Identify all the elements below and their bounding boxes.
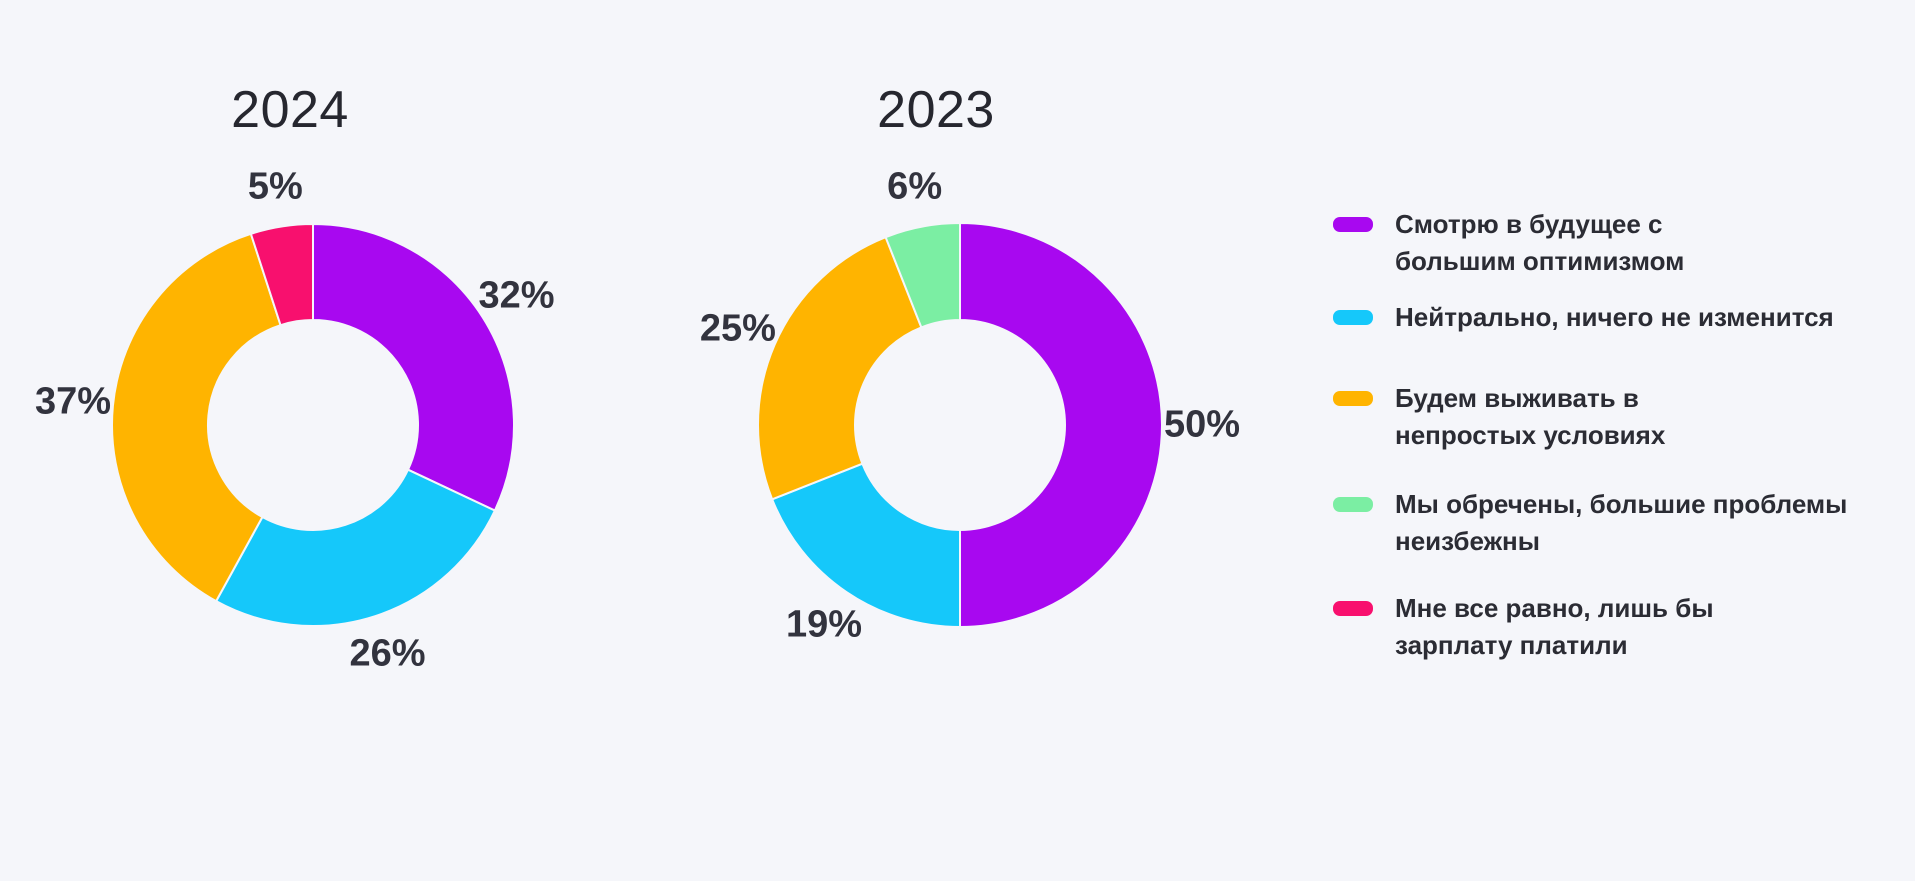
legend-color-swatch: [1333, 601, 1373, 616]
legend-item-label: Мне все равно, лишь бы зарплату платили: [1395, 593, 1714, 660]
value-label: 50%: [1163, 403, 1241, 446]
value-label: 26%: [349, 632, 426, 675]
pie-slice: [215, 468, 496, 627]
legend-item: Нейтрально, ничего не изменится: [1333, 299, 1834, 336]
legend-item-label: Будем выживать в непростых условиях: [1395, 383, 1666, 450]
legend-item-label: Мы обречены, большие проблемы неизбежны: [1395, 489, 1848, 556]
pie-slice: [312, 223, 515, 512]
legend-item-label: Нейтрально, ничего не изменится: [1395, 302, 1834, 332]
pie-slice: [884, 222, 961, 329]
chart-title-2023: 2023: [877, 81, 995, 139]
legend-item-label: Смотрю в будущее с большим оптимизмом: [1395, 209, 1685, 276]
value-label: 32%: [478, 274, 555, 317]
pie-slice: [959, 222, 1163, 628]
value-label: 6%: [887, 165, 943, 208]
pie-slice: [771, 462, 961, 628]
donut-svg-2024: [111, 223, 515, 627]
value-label: 5%: [247, 165, 303, 208]
legend-item: Мы обречены, большие проблемы неизбежны: [1333, 486, 1847, 560]
value-label: 25%: [699, 307, 776, 350]
legend-color-swatch: [1333, 217, 1373, 232]
donut-svg-2023: [757, 222, 1163, 628]
pie-slice: [757, 236, 923, 501]
legend-color-swatch: [1333, 310, 1373, 325]
value-label: 37%: [35, 380, 112, 423]
pie-slice: [111, 232, 282, 603]
chart-title-2024: 2024: [231, 81, 349, 139]
legend-item: Будем выживать в непростых условиях: [1333, 380, 1665, 454]
legend-color-swatch: [1333, 497, 1373, 512]
value-label: 19%: [785, 603, 862, 646]
legend-item: Смотрю в будущее с большим оптимизмом: [1333, 206, 1684, 280]
legend-color-swatch: [1333, 391, 1373, 406]
pie-slice: [249, 223, 314, 327]
legend-item: Мне все равно, лишь бы зарплату платили: [1333, 590, 1714, 664]
